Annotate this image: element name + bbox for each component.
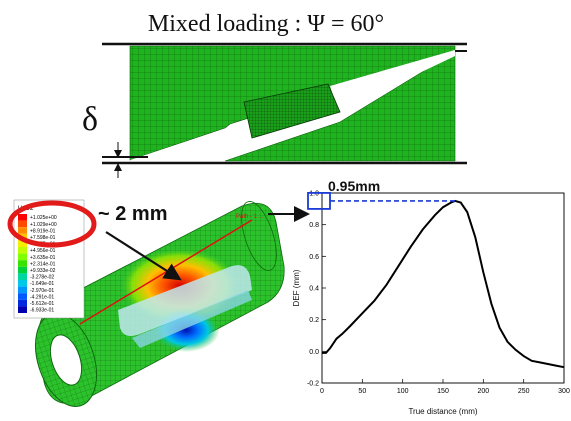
legend-highlight-circle xyxy=(7,200,97,248)
legend-swatch xyxy=(18,214,27,221)
x-tick-label: 50 xyxy=(358,388,366,395)
legend-swatch xyxy=(18,266,27,274)
legend-swatch xyxy=(18,253,27,261)
size-callout: ~ 2 mm xyxy=(98,203,167,225)
legend-swatch xyxy=(18,260,27,267)
y-tick-label: 0.0 xyxy=(309,349,319,356)
legend-value: +9.933e-02 xyxy=(30,268,56,274)
legend-swatch xyxy=(18,220,27,228)
y-tick-label: 1.0 xyxy=(309,191,319,198)
legend-swatch xyxy=(18,286,27,294)
legend-value: -3.278e-02 xyxy=(30,275,54,281)
delta-symbol: δ xyxy=(82,101,98,138)
legend-value: -6.933e-01 xyxy=(30,308,54,314)
bonded-insert xyxy=(243,83,341,139)
plot-frame xyxy=(321,192,565,384)
legend-value: +3.635e-01 xyxy=(30,255,56,261)
legend-value: -2.970e-01 xyxy=(30,288,54,294)
y-tick-label: 0.8 xyxy=(309,222,319,229)
figure-title: Mixed loading : Ψ = 60° xyxy=(148,11,384,37)
lower-mesh-block xyxy=(224,51,456,162)
path-label: Path - 1 ... xyxy=(236,214,264,220)
legend-value: +1.029e+00 xyxy=(30,222,57,228)
legend-value: +8.919e-01 xyxy=(30,228,56,234)
legend-value: +4.956e-01 xyxy=(30,248,56,254)
x-tick-label: 250 xyxy=(518,388,530,395)
peak-label: 0.95mm xyxy=(328,178,380,194)
legend-swatch xyxy=(18,247,27,254)
x-tick-label: 300 xyxy=(558,388,570,395)
legend-value: +1.025e+00 xyxy=(30,215,57,221)
legend-swatch xyxy=(18,293,27,300)
legend-value: -5.612e-01 xyxy=(30,301,54,307)
y-tick-label: 0.4 xyxy=(309,286,319,293)
legend-value: -1.649e-01 xyxy=(30,281,54,287)
legend-swatch xyxy=(18,280,27,287)
gap-left xyxy=(130,122,250,161)
legend-value: +2.314e-01 xyxy=(30,261,56,267)
legend-value: +7.598e-01 xyxy=(30,235,56,241)
legend-swatch xyxy=(18,227,27,234)
y-tick-label: -0.2 xyxy=(307,381,319,388)
legend-value: -4.291e-01 xyxy=(30,294,54,300)
x-tick-label: 150 xyxy=(437,388,449,395)
x-tick-label: 0 xyxy=(320,388,324,395)
legend-swatch xyxy=(18,299,27,307)
legend-swatch xyxy=(18,240,27,247)
legend-swatch xyxy=(18,306,27,313)
deflection-chart: 0 50 100 150 200 250 300 -0.2 0.0 0.2 0.4 0.6 0.8 1.0… xyxy=(292,178,570,416)
gap-right xyxy=(330,50,455,112)
y-tick-label: 0.6 xyxy=(309,254,319,261)
contour-legend: U, U2 +1.025e+00+1.029e+00+8.919e-01+7.5… xyxy=(13,199,85,319)
callout-arrow xyxy=(105,231,182,281)
x-tick-label: 200 xyxy=(477,388,489,395)
y-axis-label: DEF (mm) xyxy=(292,269,301,306)
y-tick-label: 0.2 xyxy=(309,317,319,324)
x-tick-label: 100 xyxy=(397,388,409,395)
cylinder-model xyxy=(35,201,285,407)
x-axis-label: True distance (mm) xyxy=(408,407,477,416)
legend-swatch xyxy=(18,273,27,280)
